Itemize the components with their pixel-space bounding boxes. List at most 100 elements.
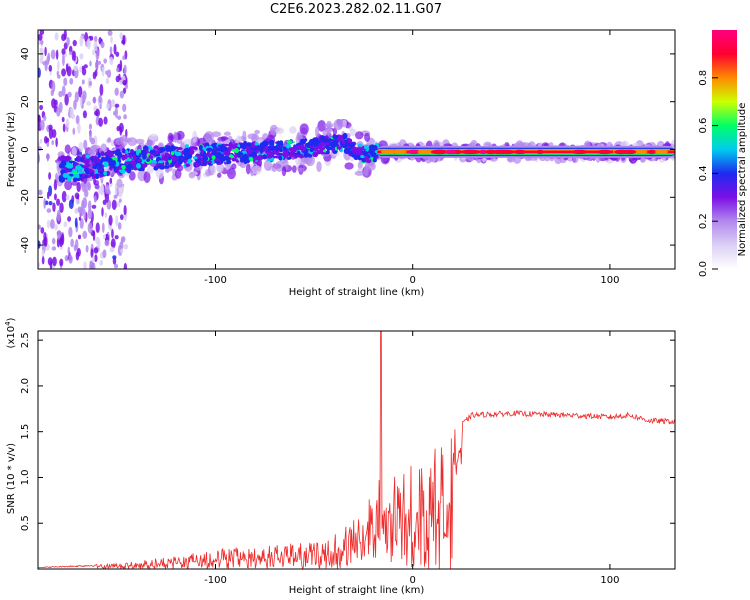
colorbar-tick-label: 0.2 (698, 213, 709, 229)
heatmap-cell (252, 165, 262, 175)
heatmap-cell (77, 122, 81, 134)
heatmap-cell (217, 144, 223, 148)
heatmap-cell (60, 155, 66, 159)
heatmap-cell (41, 249, 45, 257)
heatmap-cell (125, 149, 129, 154)
heatmap-cell (299, 123, 309, 135)
heatmap-cell (74, 91, 79, 103)
heatmap-cell (73, 65, 79, 72)
colorbar: 0.0 0.2 0.4 0.6 0.8 Normalized spectral ampl… (698, 30, 748, 277)
heatmap-cell (123, 204, 127, 216)
heatmap-cell (86, 163, 91, 167)
heatmap-cell (235, 160, 240, 163)
heatmap-cell (183, 147, 191, 154)
heatmap-cell (79, 218, 84, 229)
heatmap-cell (205, 169, 212, 177)
heatmap-cell (78, 86, 83, 98)
heatmap-cell (51, 80, 56, 93)
heatmap-cell (87, 208, 93, 220)
heatmap-cell (369, 152, 377, 156)
heatmap-cell (216, 146, 222, 152)
heatmap-cell (82, 110, 87, 119)
heatmap-cell (99, 104, 102, 110)
heatmap-cell (109, 246, 115, 253)
heatmap-cell (64, 144, 71, 154)
heatmap-cell (299, 144, 305, 149)
heatmap-cell (62, 54, 65, 67)
heatmap-cell (100, 41, 105, 49)
heatmap-cell (332, 142, 339, 147)
heatmap-cell (126, 158, 132, 162)
heatmap-cell (340, 144, 348, 148)
heatmap-cell (58, 163, 65, 169)
heatmap-cell (234, 148, 239, 154)
heatmap-cell (104, 212, 108, 219)
heatmap-cell (51, 128, 57, 139)
heatmap-cell (79, 174, 83, 179)
heatmap-cell (67, 246, 71, 256)
heatmap-cell (70, 113, 76, 120)
heatmap-cell (114, 87, 119, 96)
colorbar-label: Normalized spectral amplitude (737, 103, 748, 257)
heatmap-cell (333, 119, 343, 131)
heatmap-cell (254, 129, 260, 135)
figure-title: C2E6.2023.282.02.11.G07 (269, 2, 443, 17)
heatmap-cell (68, 254, 73, 264)
heatmap-cell (360, 154, 365, 159)
heatmap-cell (95, 173, 100, 180)
heatmap-cell (312, 151, 319, 158)
heatmap-cell (320, 152, 326, 155)
heatmap-cell (103, 161, 109, 168)
heatmap-cell (47, 257, 53, 266)
heatmap-cell (223, 150, 228, 156)
heatmap-cell (81, 79, 85, 85)
heatmap-cell (116, 67, 120, 73)
heatmap-cell (104, 239, 110, 247)
heatmap-cell (289, 126, 297, 134)
heatmap-cell (64, 254, 69, 262)
heatmap-cell (103, 58, 107, 64)
heatmap-cell (188, 171, 196, 179)
heatmap-cell (113, 194, 118, 199)
heatmap-cell (104, 192, 110, 203)
heatmap-cell (46, 219, 50, 229)
heatmap-cell (107, 30, 113, 36)
heatmap-cell (92, 97, 97, 104)
heatmap-cell (304, 138, 308, 142)
heatmap-cell (52, 256, 57, 267)
heatmap-cell (143, 146, 148, 151)
heatmap-cell (67, 91, 72, 98)
heatmap-cell (68, 45, 73, 54)
heatmap-cell (178, 161, 183, 165)
heatmap-cell (94, 60, 99, 70)
heatmap-cell (94, 254, 98, 262)
heatmap-cell (127, 154, 134, 158)
heatmap-cell (94, 180, 100, 186)
heatmap-cell (109, 177, 113, 184)
heatmap-cell (52, 202, 56, 212)
heatmap-cell (64, 155, 72, 161)
heatmap-cell (85, 168, 89, 175)
heatmap-cell (39, 138, 43, 144)
heatmap-cell (38, 33, 43, 41)
heatmap-cell (174, 168, 182, 179)
heatmap-cell (109, 56, 114, 66)
heatmap-cell (46, 153, 50, 162)
heatmap-cell (91, 144, 101, 150)
x-tick-label: -100 (204, 575, 227, 586)
heatmap-cell (106, 149, 113, 156)
heatmap-cell (38, 153, 41, 164)
heatmap-cell (262, 154, 267, 160)
heatmap-cell (304, 149, 308, 154)
heatmap-cell (192, 156, 198, 159)
heatmap-cell (155, 167, 164, 179)
heatmap-cell (79, 35, 84, 47)
heatmap-cell (286, 156, 292, 160)
heatmap-cell (342, 132, 348, 140)
heatmap-cell (74, 208, 78, 214)
heatmap-cell (305, 142, 312, 146)
heatmap-cell (119, 126, 123, 136)
heatmap-cell (117, 115, 122, 120)
heatmap-cell (364, 155, 369, 162)
